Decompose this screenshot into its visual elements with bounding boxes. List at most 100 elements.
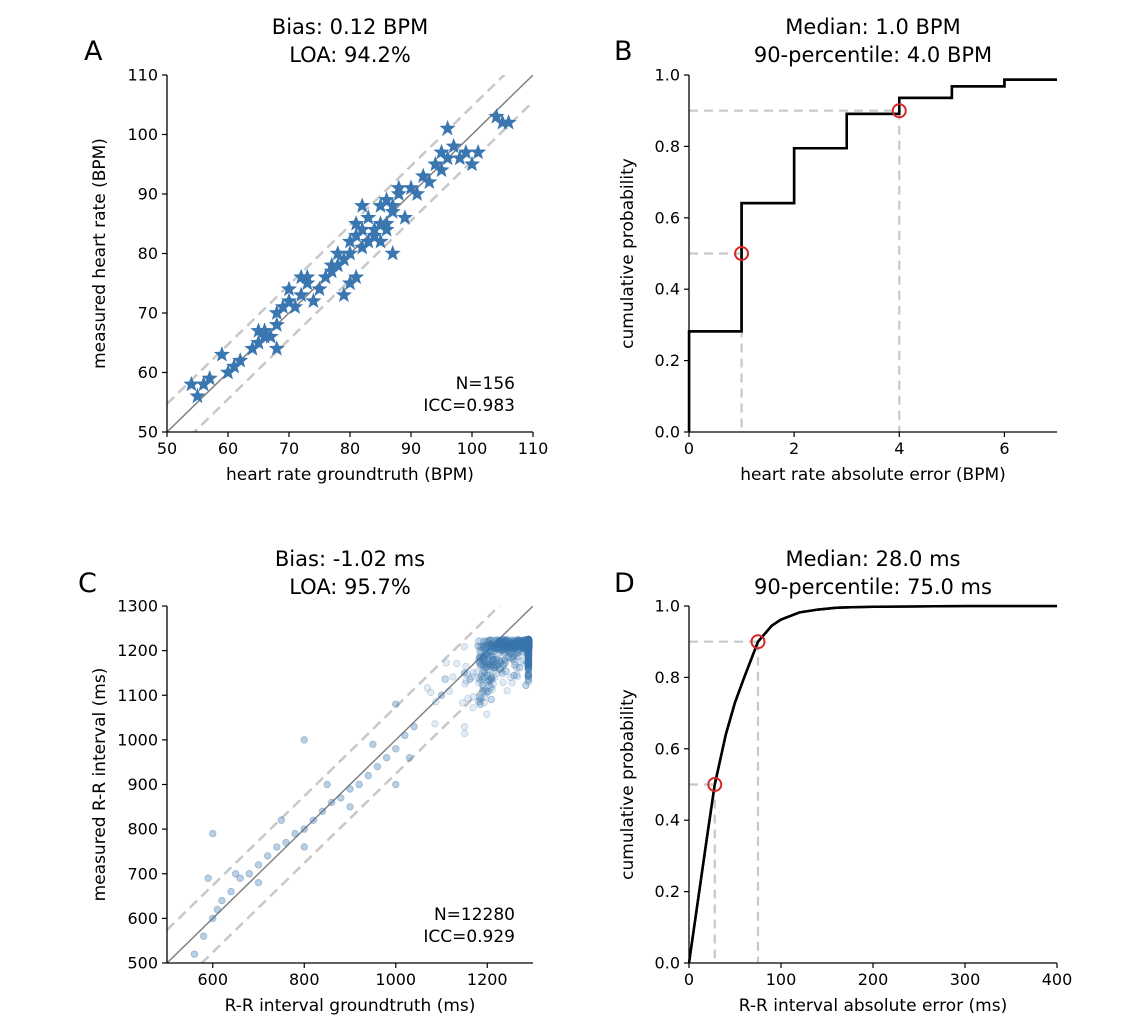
data-point [463, 663, 470, 670]
chart-title-line: Median: 28.0 ms [786, 547, 961, 571]
x-tick-label: 300 [950, 970, 981, 989]
data-point [443, 659, 450, 666]
x-axis-label: heart rate groundtruth (BPM) [226, 465, 474, 485]
data-point [453, 660, 460, 667]
y-tick-label: 0.2 [655, 351, 680, 370]
data-point [274, 844, 281, 851]
y-tick-label: 90 [138, 185, 158, 204]
data-point [310, 817, 317, 824]
data-point [511, 672, 518, 679]
x-tick-label: 70 [279, 439, 299, 458]
data-point [461, 730, 468, 737]
y-tick-label: 0.0 [655, 954, 680, 973]
y-tick-label: 0.8 [655, 137, 680, 156]
data-point [487, 663, 494, 670]
panel-letter: A [84, 36, 103, 67]
ecdf-line [689, 606, 1057, 963]
data-point [467, 676, 474, 683]
data-point [504, 687, 511, 694]
x-tick-label: 110 [518, 439, 549, 458]
data-point [500, 661, 507, 668]
y-tick-label: 0.6 [655, 739, 680, 758]
data-point [383, 754, 390, 761]
data-point [209, 830, 216, 837]
y-tick-label: 1200 [117, 641, 158, 660]
y-tick-label: 0.8 [655, 668, 680, 687]
y-tick-label: 0.6 [655, 208, 680, 227]
data-point [475, 643, 482, 650]
data-point [521, 641, 528, 648]
data-point [440, 120, 456, 135]
data-point [319, 808, 326, 815]
data-point [365, 772, 372, 779]
data-point [487, 637, 494, 644]
stat-annotation: ICC=0.929 [423, 927, 515, 947]
x-tick-label: 1200 [467, 970, 508, 989]
x-tick-label: 100 [766, 970, 797, 989]
y-tick-label: 1.0 [655, 66, 680, 85]
data-point [406, 754, 413, 761]
x-tick-label: 200 [858, 970, 889, 989]
data-point [205, 875, 212, 882]
data-point [432, 720, 439, 727]
data-point [370, 741, 377, 748]
data-point [427, 689, 434, 696]
y-axis-label: measured R-R interval (ms) [90, 668, 110, 902]
y-tick-label: 110 [127, 66, 158, 85]
data-point [525, 673, 532, 680]
data-point [503, 668, 510, 675]
chart-title-line: LOA: 95.7% [289, 575, 411, 599]
data-point [450, 674, 457, 681]
x-tick-label: 6 [999, 439, 1009, 458]
y-tick-label: 80 [138, 244, 158, 263]
y-tick-label: 1000 [117, 730, 158, 749]
y-tick-label: 600 [127, 909, 158, 928]
data-point [347, 786, 354, 793]
data-point [446, 138, 462, 153]
x-tick-label: 60 [218, 439, 238, 458]
data-point [278, 817, 285, 824]
stat-annotation: N=12280 [434, 905, 515, 925]
data-point [470, 704, 477, 711]
x-axis-label: heart rate absolute error (BPM) [740, 465, 1006, 485]
data-point [523, 682, 530, 689]
data-point [479, 675, 486, 682]
data-point [525, 659, 532, 666]
panel-letter: D [614, 568, 635, 599]
data-point [402, 732, 409, 739]
data-point [336, 287, 352, 302]
data-point [183, 376, 199, 391]
y-axis-label: cumulative probability [618, 689, 638, 880]
data-point [461, 643, 468, 650]
data-point [488, 696, 495, 703]
x-tick-label: 50 [157, 439, 177, 458]
data-point [500, 679, 507, 686]
data-point [461, 670, 468, 677]
data-point [483, 711, 490, 718]
panel-letter: C [78, 568, 97, 599]
data-point [392, 781, 399, 788]
data-point [411, 723, 418, 730]
x-tick-label: 90 [401, 439, 421, 458]
data-point [338, 795, 345, 802]
y-tick-label: 60 [138, 363, 158, 382]
data-point [328, 799, 335, 806]
data-point [507, 643, 514, 650]
data-point [324, 781, 331, 788]
data-point [392, 746, 399, 753]
data-point [459, 699, 466, 706]
chart-title-line: LOA: 94.2% [289, 43, 411, 67]
x-tick-label: 4 [894, 439, 904, 458]
stat-annotation: ICC=0.983 [423, 396, 515, 416]
y-tick-label: 50 [138, 423, 158, 442]
chart-title-line: 90-percentile: 4.0 BPM [754, 43, 992, 67]
data-point [228, 888, 235, 895]
data-point [200, 933, 207, 940]
chart-title-line: Bias: 0.12 BPM [272, 15, 428, 39]
y-tick-label: 100 [127, 125, 158, 144]
data-point [311, 281, 327, 296]
